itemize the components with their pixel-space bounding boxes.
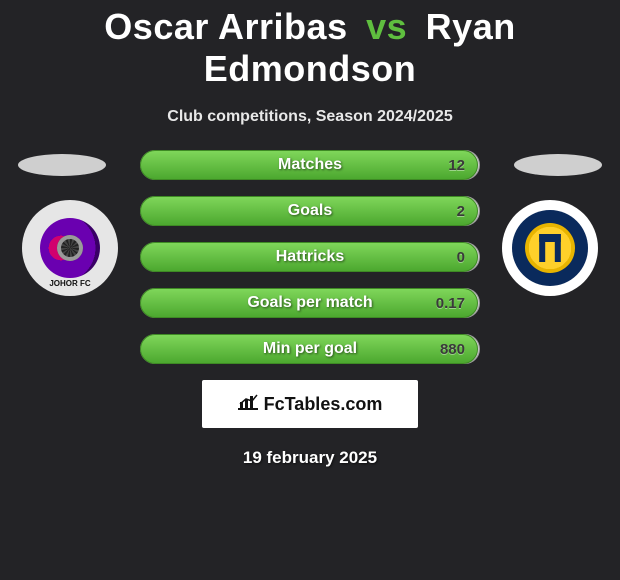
stat-label: Min per goal (141, 335, 479, 363)
stat-label: Goals per match (141, 289, 479, 317)
stat-bar-hattricks: Hattricks 0 (140, 242, 480, 272)
team-badge-right (502, 200, 598, 296)
johor-fc-label: JOHOR FC (22, 279, 118, 288)
team-badge-left: JOHOR FC (22, 200, 118, 296)
stat-value: 2 (457, 197, 465, 225)
stat-bar-goals: Goals 2 (140, 196, 480, 226)
brand-card[interactable]: FcTables.com (202, 380, 418, 428)
chart-icon (238, 394, 258, 415)
stat-bar-min-per-goal: Min per goal 880 (140, 334, 480, 364)
page-title: Oscar Arribas vs Ryan Edmondson (0, 0, 620, 90)
stats-bars: Matches 12 Goals 2 Hattricks 0 Goals per… (140, 150, 480, 364)
brand-logo: FcTables.com (238, 394, 383, 415)
subtitle: Club competitions, Season 2024/2025 (0, 108, 620, 126)
stat-label: Goals (141, 197, 479, 225)
stat-label: Hattricks (141, 243, 479, 271)
stat-label: Matches (141, 151, 479, 179)
player1-minichip (18, 154, 106, 176)
stat-bar-goals-per-match: Goals per match 0.17 (140, 288, 480, 318)
stat-bar-matches: Matches 12 (140, 150, 480, 180)
player2-minichip (514, 154, 602, 176)
vs-label: vs (366, 6, 407, 47)
date-label: 19 february 2025 (0, 448, 620, 468)
johor-fc-crest (40, 218, 100, 278)
stat-value: 0 (457, 243, 465, 271)
stat-value: 880 (440, 335, 465, 363)
brand-text: FcTables.com (264, 394, 383, 415)
comparison-panel: JOHOR FC Matches 12 Goals 2 Hattricks 0 … (0, 150, 620, 468)
mariners-crest (512, 210, 588, 286)
stat-value: 12 (448, 151, 465, 179)
player1-name: Oscar Arribas (104, 6, 347, 47)
stat-value: 0.17 (436, 289, 465, 317)
